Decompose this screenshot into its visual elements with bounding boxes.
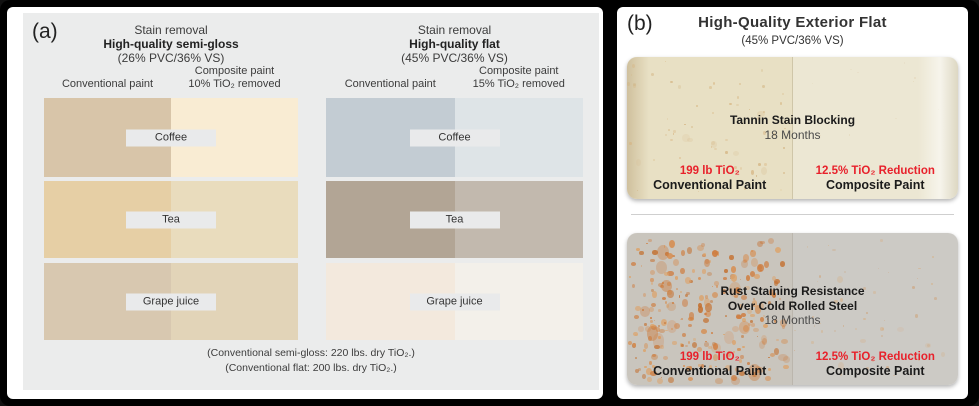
photo-bottom-labels: 199 lb TiO₂ Conventional Paint 12.5% TiO… (627, 164, 958, 192)
composite-paint-photo-half (793, 57, 958, 199)
caption-duration: 18 Months (764, 127, 821, 142)
composite-label-block: 12.5% TiO₂ Reduction Composite Paint (793, 350, 959, 378)
panel-a-label: (a) (32, 20, 58, 43)
stain-row-coffee: Coffee (44, 98, 298, 177)
group-title: Stain removal (417, 23, 492, 37)
panel-b-title: High-Quality Exterior Flat (698, 14, 887, 31)
tio2-amount: 199 lb TiO₂ (679, 165, 740, 177)
paint-name: Composite Paint (825, 178, 925, 192)
panel-b-label: (b) (627, 12, 653, 35)
photo-bottom-labels: 199 lb TiO₂ Conventional Paint 12.5% TiO… (627, 350, 958, 378)
caption-title: Rust Staining Resistance (720, 284, 865, 298)
column-label-composite: Composite paint 15% TiO₂ removed (472, 65, 565, 90)
paint-name: Conventional Paint (653, 364, 767, 378)
footnote-semi-gloss: (Conventional semi-gloss: 220 lbs. dry T… (207, 347, 415, 359)
conventional-paint-photo-half (627, 57, 793, 199)
group-paint-type: High-quality flat (409, 37, 500, 51)
column-label-conventional: Conventional paint (61, 78, 154, 90)
tio2-reduction: 12.5% TiO₂ Reduction (815, 351, 935, 363)
rust-stain-photo: Rust Staining Resistance Over Cold Rolle… (627, 233, 958, 385)
panel-a-figure: (a) Stain removal High-quality semi-glos… (7, 7, 603, 399)
tio2-reduction: 12.5% TiO₂ Reduction (815, 165, 935, 177)
column-label-conventional: Conventional paint (344, 78, 436, 90)
group-header: Stain removal High-quality flat (45% PVC… (326, 23, 583, 65)
photos-divider (631, 214, 954, 215)
composite-label-block: 12.5% TiO₂ Reduction Composite Paint (793, 164, 959, 192)
caption-duration: 18 Months (764, 313, 821, 327)
stain-group-semi-gloss: Stain removal High-quality semi-gloss (2… (44, 13, 298, 390)
column-labels: Conventional paint Composite paint 10% T… (44, 61, 298, 93)
conventional-label-block: 199 lb TiO₂ Conventional Paint (627, 164, 793, 192)
conventional-label-block: 199 lb TiO₂ Conventional Paint (627, 350, 793, 378)
photo-caption: Tannin Stain Blocking 18 Months (627, 113, 958, 143)
footnote-flat: (Conventional flat: 200 lbs. dry TiO₂.) (225, 361, 397, 374)
paint-name: Composite Paint (825, 364, 925, 378)
column-label-composite: Composite paint 10% TiO₂ removed (188, 65, 281, 90)
stain-row-grape-juice: Grape juice (44, 263, 298, 340)
stain-group-flat: Stain removal High-quality flat (45% PVC… (326, 13, 583, 390)
stain-row-coffee: Coffee (326, 98, 583, 177)
group-formulation: (26% PVC/36% VS) (117, 51, 225, 65)
photo-caption: Rust Staining Resistance Over Cold Rolle… (627, 284, 958, 328)
stain-row-tea: Tea (326, 181, 583, 258)
group-header: Stain removal High-quality semi-gloss (2… (44, 23, 298, 65)
group-formulation: (45% PVC/36% VS) (401, 51, 508, 65)
panel-a-footnotes: (Conventional semi-gloss: 220 lbs. dry T… (23, 346, 599, 375)
tannin-stain-photo: Tannin Stain Blocking 18 Months 199 lb T… (627, 57, 958, 199)
panel-b-figure: (b) High-Quality Exterior Flat (45% PVC/… (617, 7, 968, 399)
group-title: Stain removal (134, 23, 208, 37)
stain-label-chip: Tea (409, 211, 500, 228)
stain-row-tea: Tea (44, 181, 298, 258)
column-labels: Conventional paint Composite paint 15% T… (326, 61, 583, 93)
caption-title: Tannin Stain Blocking (729, 113, 856, 127)
stain-label-chip: Grape juice (126, 293, 216, 310)
tio2-amount: 199 lb TiO₂ (679, 351, 740, 363)
panel-b-subtitle: (45% PVC/36% VS) (741, 35, 844, 47)
stain-label-chip: Coffee (126, 129, 216, 146)
stain-label-chip: Grape juice (409, 293, 500, 310)
stain-label-chip: Coffee (409, 129, 500, 146)
paint-name: Conventional Paint (653, 178, 767, 192)
stain-row-grape-juice: Grape juice (326, 263, 583, 340)
group-paint-type: High-quality semi-gloss (103, 37, 239, 51)
caption-title-line2: Over Cold Rolled Steel (727, 298, 858, 313)
stain-label-chip: Tea (126, 211, 216, 228)
panel-a-background: (a) Stain removal High-quality semi-glos… (23, 13, 599, 390)
